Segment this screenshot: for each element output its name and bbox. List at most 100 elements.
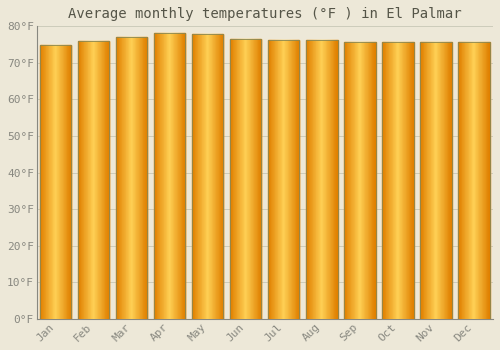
Bar [88,41,89,319]
Bar [69,44,70,319]
Bar [402,42,404,319]
Bar [168,33,169,319]
Bar [404,42,405,319]
Bar [124,36,125,319]
Bar [106,41,107,319]
Bar [194,34,196,319]
Bar [89,41,90,319]
Bar [92,41,93,319]
Bar [434,42,435,319]
Bar [177,33,178,319]
Bar [270,40,272,319]
Bar [90,41,92,319]
Bar [399,42,400,319]
Bar [400,42,401,319]
Bar [277,40,278,319]
Bar [192,34,193,319]
Bar [197,34,198,319]
Bar [486,42,488,319]
Bar [58,44,59,319]
Bar [440,42,442,319]
Bar [127,36,128,319]
Bar [248,39,249,319]
Bar [387,42,388,319]
Bar [480,42,481,319]
Bar [118,36,120,319]
Bar [134,36,135,319]
Bar [184,33,186,319]
Bar [79,41,80,319]
Bar [353,42,354,319]
Bar [297,40,298,319]
Bar [295,40,296,319]
Bar [259,39,260,319]
Bar [326,40,328,319]
Bar [478,42,480,319]
Bar [208,34,210,319]
Bar [316,40,318,319]
Bar [269,40,270,319]
Bar [64,44,65,319]
Bar [250,39,252,319]
Bar [446,42,447,319]
Bar [484,42,485,319]
Bar [344,42,345,319]
Bar [163,33,164,319]
Bar [55,44,56,319]
Bar [120,36,121,319]
Bar [246,39,248,319]
Bar [173,33,174,319]
Bar [330,40,332,319]
Bar [290,40,291,319]
Bar [373,42,374,319]
Bar [100,41,101,319]
Bar [131,36,132,319]
Bar [392,42,394,319]
Bar [364,42,366,319]
Bar [461,42,462,319]
Bar [159,33,160,319]
Bar [272,40,273,319]
Bar [245,39,246,319]
Bar [211,34,212,319]
Bar [182,33,183,319]
Bar [371,42,372,319]
Bar [310,40,311,319]
Bar [451,42,452,319]
Bar [410,42,411,319]
Bar [97,41,98,319]
Bar [411,42,412,319]
Bar [52,44,54,319]
Bar [219,34,220,319]
Bar [278,40,279,319]
Bar [62,44,63,319]
Bar [412,42,413,319]
Bar [384,42,386,319]
Bar [397,42,398,319]
Bar [258,39,259,319]
Bar [201,34,202,319]
Bar [314,40,315,319]
Bar [56,44,58,319]
Bar [320,40,321,319]
Bar [68,44,69,319]
Bar [481,42,482,319]
Bar [236,39,238,319]
Bar [464,42,466,319]
Bar [123,36,124,319]
Bar [426,42,428,319]
Bar [204,34,206,319]
Bar [420,42,452,319]
Bar [42,44,43,319]
Bar [344,42,376,319]
Bar [291,40,292,319]
Bar [488,42,489,319]
Bar [276,40,277,319]
Bar [287,40,288,319]
Bar [166,33,168,319]
Bar [408,42,409,319]
Bar [396,42,397,319]
Bar [96,41,97,319]
Bar [116,36,117,319]
Bar [362,42,363,319]
